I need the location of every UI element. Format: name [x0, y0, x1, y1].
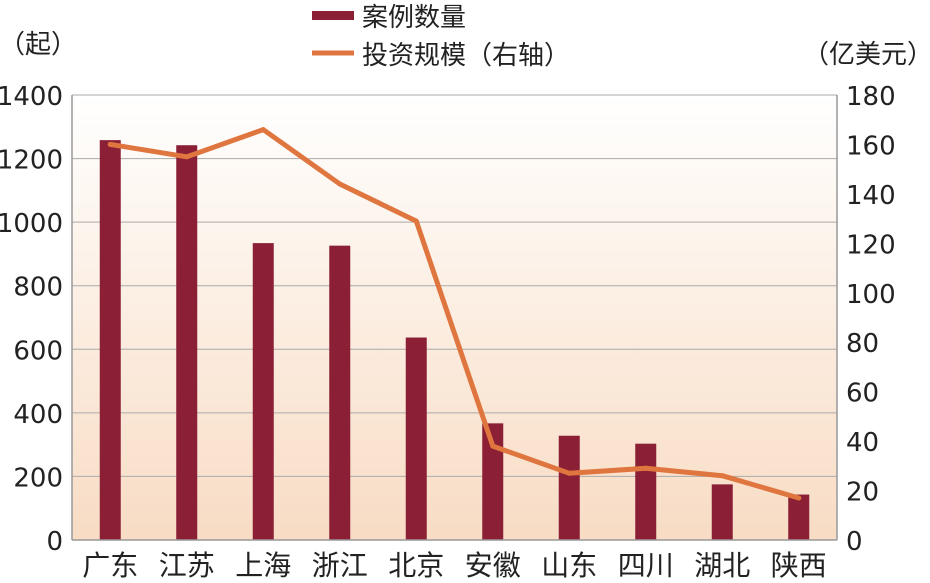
- grid: [72, 94, 837, 477]
- bar: [405, 337, 427, 540]
- plot-background: [72, 95, 837, 540]
- legend-label-bars: 案例数量: [362, 3, 466, 33]
- line-point: [413, 218, 419, 224]
- right-tick-label: 160: [846, 131, 896, 161]
- category-label: 安徽: [465, 549, 521, 582]
- left-axis-title: （起）: [0, 30, 77, 60]
- category-label: 上海: [235, 549, 291, 582]
- right-tick-label: 20: [846, 478, 879, 508]
- bar: [99, 140, 121, 540]
- left-tick-label: 1000: [0, 209, 63, 239]
- axes: 0 200 400 600 800 1000 1200 1400 0 20 40 60 80 100 120…: [0, 82, 896, 582]
- category-label: 北京: [388, 549, 444, 582]
- right-tick-label: 0: [846, 527, 863, 557]
- line-point: [184, 154, 190, 160]
- right-tick-label: 80: [846, 329, 879, 359]
- category-label: 江苏: [159, 549, 215, 582]
- line-point: [796, 495, 802, 501]
- line-point: [490, 443, 496, 449]
- right-tick-label: 40: [846, 428, 879, 458]
- category-label: 四川: [618, 549, 674, 582]
- right-tick-label: 100: [846, 280, 896, 310]
- right-tick-label: 140: [846, 181, 896, 211]
- line-series: [107, 127, 802, 501]
- category-label: 浙江: [312, 549, 368, 582]
- left-tick-label: 200: [13, 463, 63, 493]
- investment-line: [107, 127, 802, 501]
- left-tick-label: 1400: [0, 82, 63, 112]
- bar: [482, 423, 504, 540]
- bar: [176, 145, 198, 540]
- legend-swatch-bars: [312, 11, 354, 20]
- left-tick-label: 800: [13, 273, 63, 303]
- category-label: 湖北: [694, 549, 750, 582]
- bar: [711, 484, 733, 540]
- legend: 案例数量 投资规模（右轴）: [312, 3, 570, 71]
- left-tick-label: 1200: [0, 146, 63, 176]
- right-axis-title: （亿美元）: [803, 40, 930, 70]
- left-tick-label: 600: [13, 336, 63, 366]
- right-tick-label: 60: [846, 379, 879, 409]
- category-label: 陕西: [771, 549, 827, 582]
- line-point: [643, 465, 649, 471]
- line-point: [107, 141, 113, 147]
- left-tick-label: 400: [13, 400, 63, 430]
- legend-label-line: 投资规模（右轴）: [362, 41, 570, 71]
- right-tick-label: 120: [846, 230, 896, 260]
- bar: [558, 435, 580, 540]
- line-point: [566, 470, 572, 476]
- line-point: [337, 181, 343, 187]
- bar: [788, 494, 810, 540]
- left-tick-label: 0: [46, 527, 63, 557]
- right-tick-label: 180: [846, 82, 896, 112]
- bar: [635, 443, 657, 540]
- bar: [329, 245, 351, 540]
- category-label: 山东: [541, 549, 597, 582]
- line-point: [719, 473, 725, 479]
- line-point: [260, 127, 266, 133]
- bar-series: [99, 140, 810, 540]
- bar: [252, 243, 274, 540]
- category-label: 广东: [82, 549, 138, 582]
